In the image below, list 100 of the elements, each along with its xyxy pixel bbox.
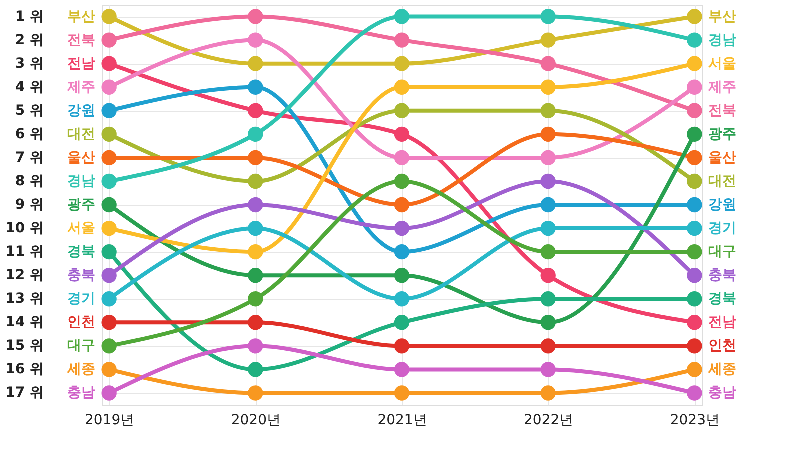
point xyxy=(102,220,117,236)
point xyxy=(248,126,264,142)
y-tick-label: 16 위 xyxy=(6,362,44,378)
point xyxy=(540,338,556,354)
series-label: 충북 xyxy=(708,268,737,284)
text: 대전 xyxy=(67,126,96,142)
text: 전북 xyxy=(67,32,96,48)
point xyxy=(248,9,264,24)
text: 세종 xyxy=(67,362,96,378)
point xyxy=(394,220,410,236)
series-label: 대구 xyxy=(708,244,737,260)
point xyxy=(687,103,702,118)
text: 강원 xyxy=(67,102,96,119)
y-tick-label: 1 위 xyxy=(15,8,44,25)
point xyxy=(394,126,410,142)
point xyxy=(248,244,264,260)
point xyxy=(248,268,264,284)
point xyxy=(540,292,556,307)
text: 서울 xyxy=(67,220,96,237)
point xyxy=(394,150,410,166)
point xyxy=(248,220,264,236)
point xyxy=(248,197,264,213)
point xyxy=(394,174,410,190)
point xyxy=(394,56,410,72)
y-tick-label: 9 위 xyxy=(15,197,44,213)
series-label: 세종 xyxy=(708,362,737,378)
point xyxy=(687,32,702,48)
point xyxy=(394,80,410,95)
point xyxy=(102,126,117,142)
point xyxy=(102,9,117,24)
point xyxy=(394,197,410,213)
point xyxy=(687,9,702,24)
point xyxy=(540,386,556,401)
point xyxy=(102,386,117,401)
point xyxy=(102,244,117,260)
point xyxy=(394,268,410,284)
text: 대구 xyxy=(67,338,96,354)
series-label: 경북 xyxy=(708,291,737,308)
series-label: 대전 xyxy=(708,173,737,190)
point xyxy=(687,362,702,378)
point xyxy=(687,56,702,72)
point xyxy=(687,338,702,354)
y-tick-label: 12 위 xyxy=(6,268,44,284)
series-label: 경기 xyxy=(708,220,737,237)
point xyxy=(540,150,556,166)
point xyxy=(687,292,702,307)
y-tick-label: 4 위 xyxy=(15,79,44,96)
point xyxy=(540,9,556,24)
text: 충북 xyxy=(67,268,96,284)
point xyxy=(540,220,556,236)
x-tick-label: 2022년 xyxy=(524,412,574,428)
point xyxy=(687,174,702,190)
y-tick-label: 6 위 xyxy=(15,126,44,142)
text: 경기 xyxy=(67,291,96,308)
point xyxy=(540,197,556,213)
text: 부산 xyxy=(67,8,96,25)
text: 광주 xyxy=(67,197,96,213)
series-label: 전남 xyxy=(708,314,737,331)
series-label: 광주 xyxy=(708,126,737,142)
point xyxy=(540,362,556,378)
y-tick-label: 5 위 xyxy=(15,102,44,119)
point xyxy=(394,32,410,48)
point xyxy=(540,32,556,48)
point xyxy=(540,174,556,190)
x-tick-label: 2023년 xyxy=(670,412,720,428)
point xyxy=(540,56,556,72)
series-label: 경남 xyxy=(708,32,737,48)
point xyxy=(248,362,264,378)
point xyxy=(394,315,410,330)
y-tick-label: 15 위 xyxy=(6,338,44,354)
text: 인천 xyxy=(67,314,96,331)
series-label: 서울 xyxy=(708,56,737,72)
series-label: 충남 xyxy=(708,385,737,402)
point xyxy=(687,197,702,213)
series-label: 강원 xyxy=(708,197,737,213)
point xyxy=(687,386,702,401)
point xyxy=(687,268,702,284)
series-label: 부산 xyxy=(708,8,737,25)
point xyxy=(394,292,410,307)
point xyxy=(102,268,117,284)
point xyxy=(540,103,556,118)
x-tick-label: 2020년 xyxy=(231,412,281,428)
series-label: 울산 xyxy=(708,150,737,166)
point xyxy=(102,197,117,213)
point xyxy=(248,338,264,354)
point xyxy=(248,103,264,118)
point xyxy=(248,386,264,401)
series-label: 제주 xyxy=(708,79,737,96)
y-tick-label: 3 위 xyxy=(15,56,44,72)
point xyxy=(102,338,117,354)
point xyxy=(540,268,556,284)
point xyxy=(102,315,117,330)
point xyxy=(540,315,556,330)
y-tick-label: 13 위 xyxy=(6,291,44,308)
point xyxy=(102,103,117,118)
point xyxy=(394,103,410,118)
y-tick-label: 11 위 xyxy=(6,244,44,260)
point xyxy=(102,56,117,72)
text: 충남 xyxy=(67,385,96,402)
point xyxy=(102,292,117,307)
